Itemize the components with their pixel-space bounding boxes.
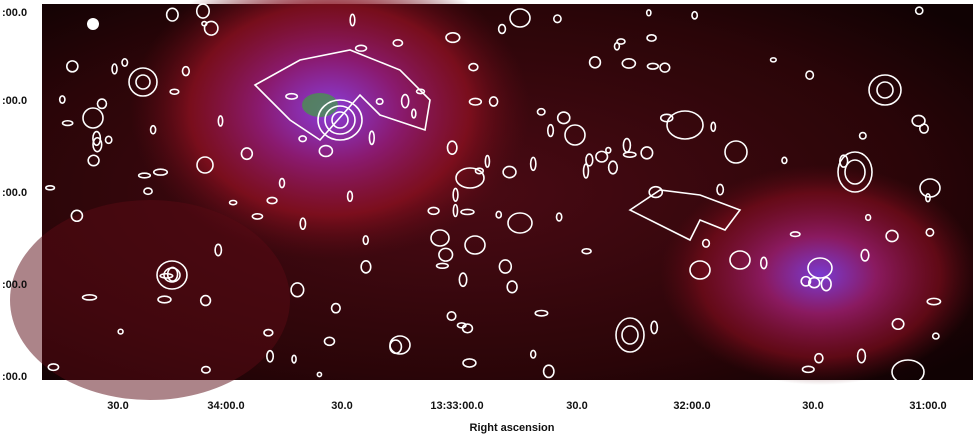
y-tick-label: :00.0 xyxy=(2,7,27,19)
y-tick-label: :00.0 xyxy=(2,187,27,199)
x-tick-label: 30.0 xyxy=(802,400,823,412)
figure: 30.0 34:00.0 30.0 13:33:00.0 30.0 32:00.0 30.0… xyxy=(0,0,973,439)
x-tick-label: 30.0 xyxy=(107,400,128,412)
sky-image xyxy=(10,0,973,400)
x-axis-title: Right ascension xyxy=(470,422,555,434)
x-tick-label: 34:00.0 xyxy=(207,400,244,412)
x-tick-label: 32:00.0 xyxy=(673,400,710,412)
y-tick-label: :00.0 xyxy=(2,371,27,383)
x-tick-label: 13:33:00.0 xyxy=(430,400,483,412)
x-tick-label: 30.0 xyxy=(331,400,352,412)
y-tick-label: :00.0 xyxy=(2,95,27,107)
y-tick-label: :00.0 xyxy=(2,279,27,291)
x-tick-label: 31:00.0 xyxy=(909,400,946,412)
x-tick-label: 30.0 xyxy=(566,400,587,412)
